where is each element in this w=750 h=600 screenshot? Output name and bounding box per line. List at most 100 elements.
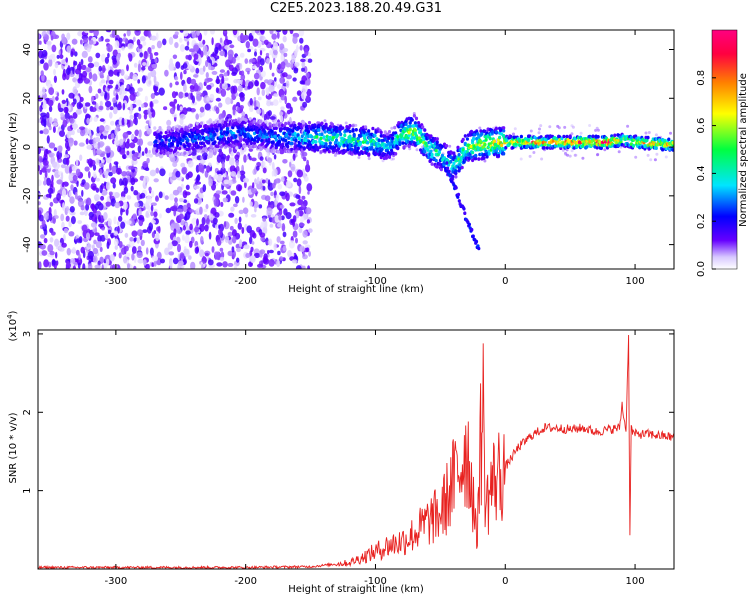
noise-cell: [194, 246, 199, 254]
noise-cell: [70, 216, 76, 225]
noise-cell: [123, 255, 128, 264]
noise-cell: [596, 128, 600, 132]
noise-cell: [95, 241, 102, 249]
noise-cell: [148, 186, 152, 192]
ridge-cell: [339, 132, 343, 137]
noise-cell: [223, 30, 228, 34]
noise-cell: [249, 230, 256, 238]
noise-cell: [68, 92, 75, 99]
noise-cell: [204, 78, 210, 83]
noise-cell: [249, 105, 254, 113]
noise-cell: [39, 105, 43, 112]
noise-cell: [153, 85, 158, 94]
noise-cell: [653, 158, 657, 162]
ridge-cell: [396, 135, 400, 139]
noise-cell: [88, 171, 91, 179]
noise-cell: [216, 239, 222, 246]
noise-cell: [198, 164, 205, 173]
noise-cell: [176, 103, 180, 111]
noise-cell: [153, 211, 158, 218]
noise-cell: [71, 38, 78, 45]
ridge-cell: [483, 142, 487, 147]
noise-cell: [268, 84, 275, 93]
noise-cell: [178, 213, 184, 220]
ridge-cell: [423, 149, 427, 154]
noise-cell: [570, 149, 574, 153]
ridge-cell: [154, 139, 158, 143]
noise-cell: [302, 251, 306, 257]
noise-cell: [85, 67, 92, 73]
ridge-cell: [492, 139, 496, 143]
noise-cell: [219, 256, 225, 261]
ridge-cell: [488, 136, 492, 141]
noise-cell: [303, 156, 307, 162]
noise-cell: [381, 159, 385, 163]
noise-cell: [253, 72, 260, 80]
noise-cell: [296, 90, 302, 96]
noise-cell: [303, 66, 308, 74]
noise-cell: [265, 52, 270, 57]
ridge-cell: [327, 149, 331, 154]
colorbar-tick-label: 0.6: [696, 118, 707, 134]
noise-cell: [77, 77, 83, 84]
noise-cell: [232, 85, 238, 94]
noise-cell: [46, 112, 50, 119]
noise-cell: [126, 30, 131, 37]
noise-cell: [46, 40, 52, 46]
ridge-cell: [297, 140, 301, 145]
noise-cell: [92, 185, 97, 191]
noise-cell: [38, 201, 41, 205]
noise-cell: [279, 76, 285, 84]
tail-cell: [445, 161, 449, 165]
noise-cell: [140, 192, 146, 199]
noise-cell: [300, 58, 306, 63]
noise-cell: [529, 129, 533, 133]
noise-cell: [285, 192, 290, 202]
ridge-cell: [373, 133, 377, 138]
y-tick-label: 0: [22, 144, 33, 150]
ridge-cell: [218, 123, 222, 128]
noise-cell: [228, 157, 233, 166]
noise-cell: [187, 171, 193, 178]
noise-cell: [153, 178, 159, 183]
ridge-cell: [509, 134, 513, 139]
noise-cell: [568, 154, 572, 158]
noise-cell: [175, 170, 181, 178]
noise-cell: [126, 220, 132, 225]
noise-cell: [95, 158, 100, 166]
ridge-cell: [196, 144, 200, 149]
ridge-cell: [170, 142, 175, 146]
ridge-cell: [407, 130, 411, 135]
noise-cell: [104, 254, 112, 262]
ridge-cell: [222, 137, 226, 141]
noise-cell: [271, 182, 276, 189]
noise-cell: [70, 184, 74, 191]
noise-cell: [98, 223, 105, 228]
ridge-cell: [355, 149, 359, 153]
noise-cell: [99, 118, 105, 122]
noise-cell: [512, 132, 515, 136]
noise-cell: [219, 69, 225, 73]
noise-cell: [99, 71, 104, 79]
noise-cell: [147, 141, 154, 146]
noise-cell: [112, 264, 116, 269]
ridge-cell: [519, 134, 524, 139]
noise-cell: [146, 157, 150, 164]
noise-cell: [95, 132, 102, 137]
noise-cell: [229, 225, 234, 231]
noise-cell: [626, 124, 630, 128]
noise-cell: [245, 67, 251, 73]
noise-cell: [254, 79, 259, 87]
noise-cell: [73, 98, 77, 105]
ridge-cell: [294, 149, 298, 154]
ridge-cell: [209, 148, 213, 153]
snr-y-scale-label: (x104): [6, 310, 19, 341]
noise-cell: [588, 124, 592, 127]
noise-cell: [171, 91, 177, 99]
noise-cell: [61, 89, 65, 95]
noise-cell: [110, 177, 117, 184]
noise-cell: [128, 165, 135, 170]
noise-cell: [654, 133, 658, 137]
noise-cell: [214, 46, 219, 55]
noise-cell: [212, 217, 218, 224]
